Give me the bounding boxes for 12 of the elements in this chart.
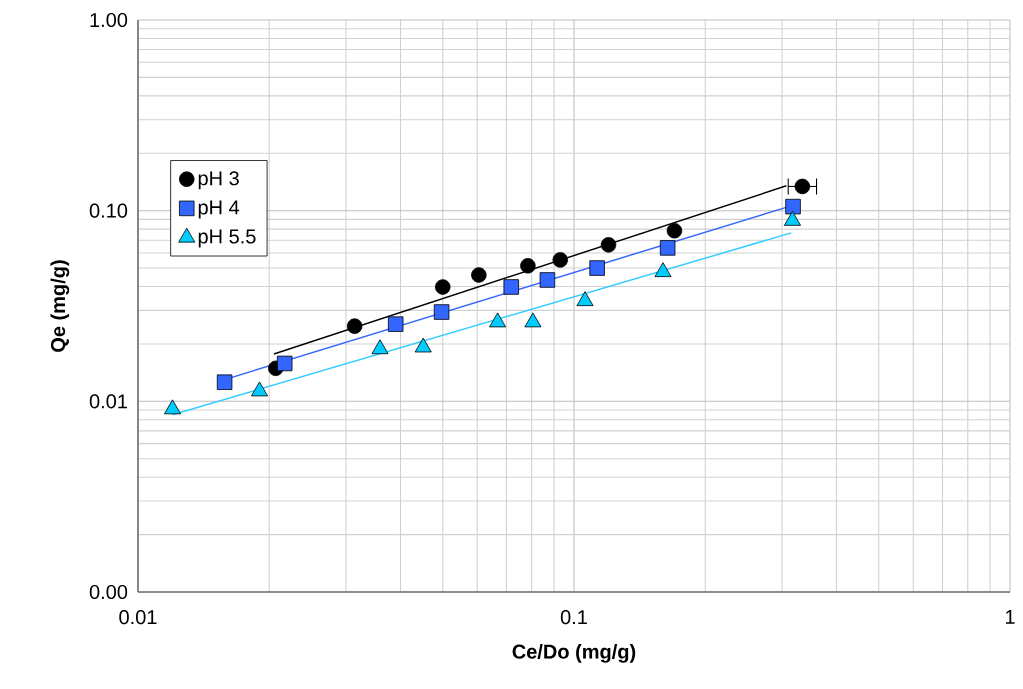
x-tick-label: 1 xyxy=(1005,610,1015,624)
x-tick-label: 0.01 xyxy=(119,610,157,625)
y-tick-label: 1.00 xyxy=(90,12,128,28)
y-tick-label: 0.01 xyxy=(89,394,127,409)
y-tick-label: 0.10 xyxy=(89,203,128,218)
legend-label: pH 3 xyxy=(198,171,239,190)
x-axis-title: Ce/Do (mg/g) xyxy=(512,644,636,663)
y-tick-label: 0.00 xyxy=(89,584,128,600)
x-tick-label: 0.1 xyxy=(560,610,587,625)
legend-label: pH 4 xyxy=(198,200,240,219)
legend-label: pH 5.5 xyxy=(198,229,256,248)
y-axis-title: Qe (mg/g) xyxy=(50,260,70,352)
